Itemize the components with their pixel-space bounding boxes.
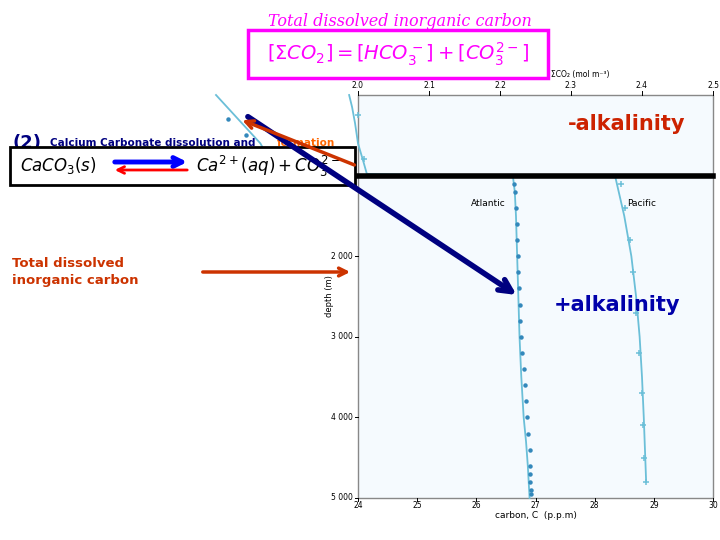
Text: 2.0: 2.0 [352, 80, 364, 90]
Text: (2): (2) [13, 134, 42, 152]
Text: $CaCO_3(s)$: $CaCO_3(s)$ [20, 156, 96, 177]
Text: carbon, C  (p.p.m): carbon, C (p.p.m) [495, 511, 577, 521]
Text: 2.4: 2.4 [636, 80, 648, 90]
Text: Pacific: Pacific [628, 199, 657, 208]
Text: 30: 30 [708, 502, 718, 510]
Text: 27: 27 [531, 502, 540, 510]
Bar [10, 147, 355, 185]
Text: Total dissolved
inorganic carbon: Total dissolved inorganic carbon [12, 257, 138, 287]
Text: 4 000: 4 000 [331, 413, 353, 422]
Text: Total dissolved inorganic carbon: Total dissolved inorganic carbon [268, 14, 532, 30]
Text: Atlantic: Atlantic [471, 199, 505, 208]
Text: 26: 26 [472, 502, 481, 510]
Text: total dissolved carbon, ΣCO₂ (mol m⁻³): total dissolved carbon, ΣCO₂ (mol m⁻³) [462, 71, 610, 79]
Text: 5 000: 5 000 [331, 494, 353, 503]
Text: 2.5: 2.5 [707, 80, 719, 90]
Text: $[\Sigma CO_2]=[HCO_3^-]+[CO_3^{2-}]$: $[\Sigma CO_2]=[HCO_3^-]+[CO_3^{2-}]$ [267, 40, 529, 68]
Text: 2.1: 2.1 [423, 80, 435, 90]
Text: 2 000: 2 000 [331, 252, 353, 261]
Bar [248, 30, 548, 78]
Text: 2.3: 2.3 [565, 80, 577, 90]
Text: +alkalinity: +alkalinity [553, 294, 680, 315]
Text: depth (m): depth (m) [325, 275, 335, 318]
Bar [358, 95, 713, 498]
Text: 28: 28 [590, 502, 600, 510]
Text: Calcium Carbonate dissolution and: Calcium Carbonate dissolution and [50, 138, 259, 148]
Text: 2.2: 2.2 [494, 80, 506, 90]
Text: $Ca^{2+}(aq)+CO_3^{2-}$: $Ca^{2+}(aq)+CO_3^{2-}$ [196, 153, 341, 179]
Text: 24: 24 [354, 502, 363, 510]
Text: 29: 29 [649, 502, 659, 510]
Text: formation: formation [277, 138, 336, 148]
Text: 1 000: 1 000 [331, 171, 353, 180]
Text: -alkalinity: -alkalinity [568, 114, 685, 134]
Text: 25: 25 [413, 502, 422, 510]
Text: 3 000: 3 000 [331, 332, 353, 341]
